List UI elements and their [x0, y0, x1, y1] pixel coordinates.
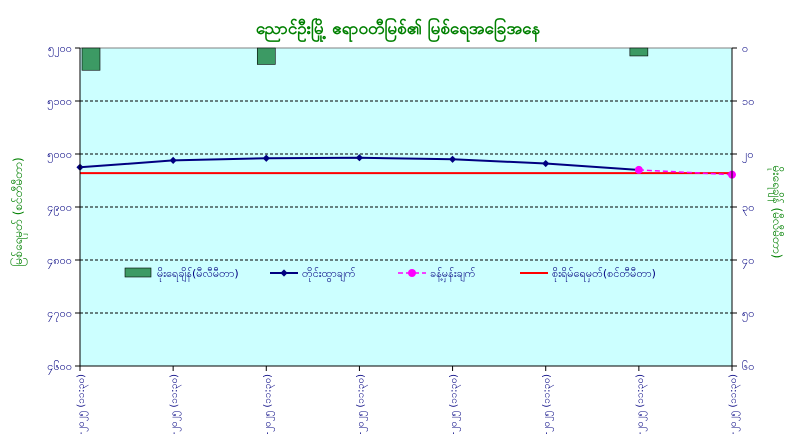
legend-label: စိုးရိမ်ရေမှတ်(စင်တီမီတာ): [552, 267, 656, 282]
observed-point: [169, 156, 177, 164]
y-right-tick-label: ၂၀: [742, 148, 754, 163]
y-left-tick-label: ၅၁၀၀: [47, 95, 72, 110]
rain-bar: [81, 47, 101, 71]
y-right-tick-label: ၄၀: [742, 254, 754, 269]
legend-label: မိုးရေချိန်(မီလီမီတာ): [157, 267, 239, 282]
bars-layer: [81, 47, 649, 71]
x-tick-label: ၃၁-၇-၂၀၂၅ (၁၁:၃၀): [355, 374, 368, 434]
x-tick-label: ၃-၈-၂၀၂၅ (၁၁:၃၀): [635, 374, 648, 434]
observed-point: [262, 154, 270, 162]
x-tick-label: ၂၉-၇-၂၀၂၅ (၁၁:၃၀): [169, 374, 182, 434]
y-right-tick-label: ၃၀: [742, 201, 754, 216]
x-tick-label: ၂-၈-၂၀၂၅ (၁၁:၃၀): [542, 374, 555, 434]
y-right-tick-label: ၀: [742, 42, 748, 55]
y-left-tick-label: ၄၈၀၀: [47, 254, 72, 269]
legend-swatch-rain: [124, 267, 152, 278]
legend-marker-forecast: [408, 269, 416, 277]
y-axis-right-label: မိုးရေချိန် (မီလီမီတာ): [767, 166, 785, 259]
y-right-tick-label: ၁၀: [742, 95, 754, 108]
rain-bar: [629, 47, 649, 57]
legend: မိုးရေချိန်(မီလီမီတာ) တိုင်းထွာချက် ခန့်မှ…: [124, 267, 656, 282]
chart-title: ညောင်ဦးမြို့ ဧရာဝတီမြစ်၏ မြစ်ရေအခြေအနေ: [256, 16, 540, 43]
y-right-tick-label: ၅၀: [742, 307, 754, 322]
axis-layer: ၄၆၀၀ ၄၇၀၀ ၄၈၀၀ ၄၉၀၀ ၅၀၀၀ ၅၁၀၀ ၅၂၀၀ ၀၁၀၂၀၃၀၄၀၅၀၆…: [47, 42, 754, 438]
y-right-tick-label: ၆၀: [742, 360, 754, 373]
x-tick-label: ၁-၈-၂၀၂၅ (၁၁:၃၀): [449, 374, 462, 434]
x-tick-label: ၄-၈-၂၀၂၅ (၁၁:၃၀): [728, 374, 741, 434]
x-tick-label: ၂၈-၇-၂၀၂၅ (၁၁:၃၀): [76, 374, 89, 434]
y-left-tick-label: ၄၇၀၀: [47, 307, 72, 322]
y-left-tick-label: ၄၆၀၀: [47, 360, 72, 375]
lines-layer: [76, 154, 736, 179]
forecast-point: [634, 165, 643, 174]
x-tick-label: ၃၀-၇-၂၀၂၅ (၁၁:၃၀): [262, 374, 275, 434]
y-left-tick-label: ၄၉၀၀: [47, 201, 72, 216]
legend-label: ခန့်မှန်းချက်: [430, 267, 476, 282]
y-left-tick-label: ၅၂၀၀: [48, 42, 72, 57]
legend-marker-observed: [280, 269, 288, 277]
observed-point: [542, 159, 550, 168]
y-left-tick-label: ၅၀၀၀: [47, 148, 72, 163]
rain-bar: [256, 47, 276, 65]
grid-layer: [80, 100, 732, 314]
observed-point: [448, 155, 457, 163]
legend-label: တိုင်းထွာချက်: [302, 267, 356, 282]
observed-point: [355, 154, 364, 162]
y-axis-left-label: မြစ်ရေမှတ် (စင်တီမီတာ): [9, 157, 28, 266]
